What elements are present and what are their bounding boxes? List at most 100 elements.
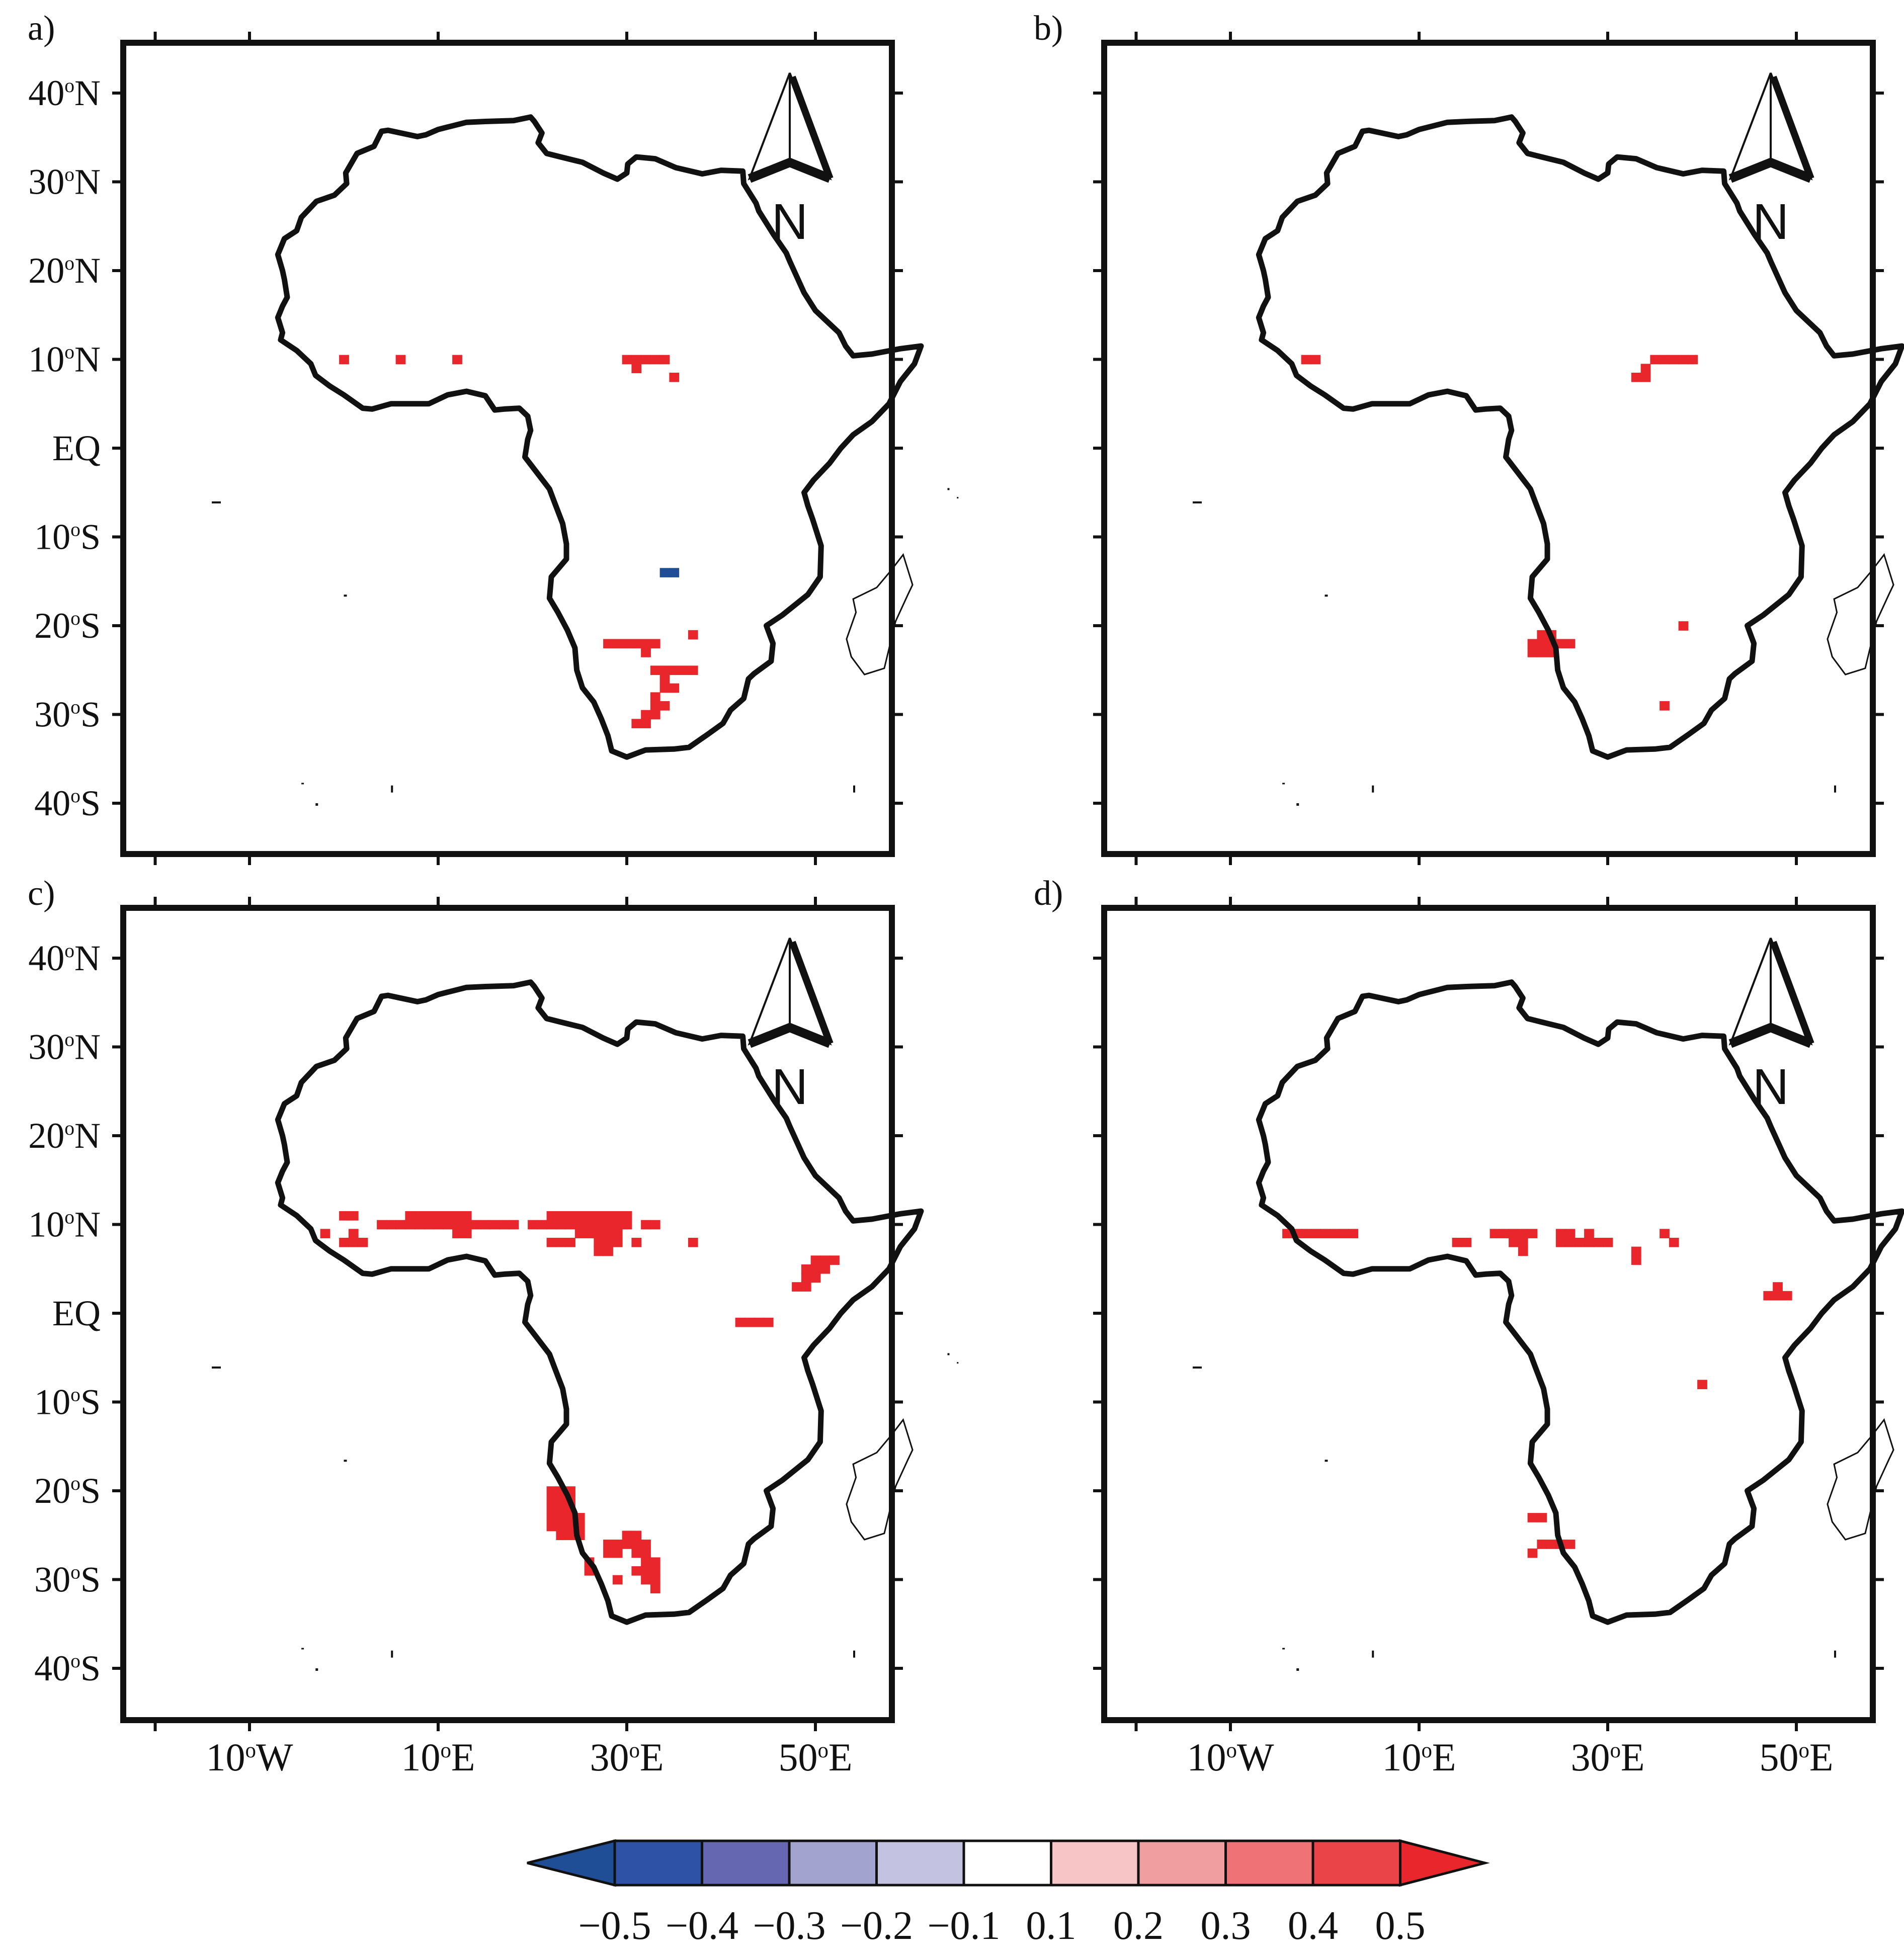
lat-label: 40oS xyxy=(34,783,101,823)
island-speck xyxy=(1324,1460,1328,1462)
significant-positive-cell xyxy=(650,710,660,720)
north-arrow: N xyxy=(748,938,834,1115)
map-panel-a: a) 40oN 30oN 20oN 10oN EQ 10oS 20oS 30oS 40oS N xyxy=(28,9,959,865)
significant-positive-cell xyxy=(461,1229,472,1238)
significant-positive-cell xyxy=(641,710,651,720)
north-arrow-shadow-edge xyxy=(1770,941,1814,1045)
significant-positive-cell xyxy=(320,1229,330,1238)
colorbar-box xyxy=(1224,1839,1314,1887)
significant-positive-cell xyxy=(556,1504,566,1514)
significant-positive-cell xyxy=(443,1220,453,1230)
significant-positive-cell xyxy=(556,1521,566,1532)
colorbar-box xyxy=(1137,1839,1227,1887)
significant-positive-cell xyxy=(1527,1229,1538,1238)
significant-positive-cell xyxy=(603,1548,613,1558)
significant-positive-cell xyxy=(471,1220,481,1230)
colorbar: −0.5 −0.4 −0.3 −0.2 −0.1 0.1 0.2 0.3 0.4 0.5 xyxy=(527,1839,1490,1948)
significant-positive-cell xyxy=(1782,1291,1792,1301)
north-arrow-shadow-edge xyxy=(789,941,834,1045)
significant-positive-cell xyxy=(556,1495,566,1505)
lat-label: 20oN xyxy=(28,1116,101,1156)
significant-positive-cell xyxy=(631,364,642,373)
significant-positive-cell xyxy=(763,1317,774,1327)
colorbar-box xyxy=(875,1839,965,1887)
significant-positive-cell xyxy=(1452,1237,1462,1247)
significant-positive-cell xyxy=(348,1211,359,1221)
colorbar-tick-label: 0.5 xyxy=(1375,1904,1426,1948)
significant-positive-cell xyxy=(1509,1229,1519,1238)
significant-positive-cell xyxy=(339,1237,349,1247)
significant-positive-cell xyxy=(612,639,623,649)
panel-label: a) xyxy=(28,9,55,48)
panel-label: c) xyxy=(28,874,55,913)
significant-positive-cell xyxy=(641,648,651,657)
north-letter: N xyxy=(1753,1059,1789,1115)
island-speck xyxy=(1296,1668,1299,1671)
significant-negative-cell xyxy=(669,568,680,577)
significant-positive-cell xyxy=(612,1220,623,1230)
significant-positive-cell xyxy=(650,1557,660,1567)
significant-positive-cell xyxy=(669,665,680,675)
lat-label: 10oS xyxy=(34,1382,101,1422)
north-letter: N xyxy=(1753,194,1789,250)
significant-positive-cell xyxy=(1565,1237,1576,1247)
significant-positive-cell xyxy=(1640,372,1651,382)
significant-positive-cell xyxy=(546,1513,557,1522)
significant-positive-cell xyxy=(603,1237,613,1247)
island-speck xyxy=(301,783,304,785)
significant-positive-cell xyxy=(631,1566,642,1576)
island-speck xyxy=(947,1353,950,1355)
significant-positive-cell xyxy=(1660,701,1670,711)
colorbar-box xyxy=(788,1839,878,1887)
significant-positive-cell xyxy=(1565,639,1576,649)
significant-positive-cell xyxy=(415,1211,425,1221)
significant-positive-cell xyxy=(801,1273,811,1283)
north-arrow-shadow-edge xyxy=(789,75,834,180)
lat-label: 20oN xyxy=(28,250,101,291)
significant-positive-cell xyxy=(1320,1229,1330,1238)
significant-positive-cell xyxy=(688,1237,698,1247)
significant-positive-cell xyxy=(433,1211,444,1221)
significant-positive-cell xyxy=(1555,639,1566,649)
significant-positive-cell xyxy=(386,1220,396,1230)
map-panel-c: c) 40oN 30oN 20oN 10oN EQ 10oS 20oS 30oS 40oS 10oW… xyxy=(28,874,959,1779)
significant-positive-cell xyxy=(1537,630,1547,640)
colorbar-box xyxy=(701,1839,791,1887)
significant-positive-cell xyxy=(612,1237,623,1247)
significant-positive-cell xyxy=(603,1211,613,1221)
significant-positive-cell xyxy=(650,1220,660,1230)
significant-positive-cell xyxy=(565,1211,575,1221)
significant-positive-cell xyxy=(622,1211,632,1221)
significant-positive-cell xyxy=(574,1220,585,1230)
significant-positive-cell xyxy=(650,355,660,365)
significant-positive-cell xyxy=(1301,355,1311,365)
significant-positive-cell xyxy=(405,1220,416,1230)
significant-positive-cell xyxy=(556,1211,566,1221)
significant-positive-cell xyxy=(641,1548,651,1558)
significant-positive-cell xyxy=(452,1229,462,1238)
significant-positive-cell xyxy=(1546,1540,1556,1549)
significant-positive-cell xyxy=(603,1229,613,1238)
significant-positive-cell xyxy=(1584,1229,1594,1238)
significant-positive-cell xyxy=(1593,1237,1604,1247)
significant-positive-cell xyxy=(1527,639,1538,649)
significant-positive-cell xyxy=(546,1504,557,1514)
island-speck xyxy=(212,501,221,503)
significant-positive-cell xyxy=(1555,1237,1566,1247)
significant-positive-cell xyxy=(631,639,642,649)
significant-positive-cell xyxy=(744,1317,755,1327)
island-speck xyxy=(391,1650,393,1658)
significant-positive-cell xyxy=(1461,1237,1472,1247)
significant-positive-cell xyxy=(650,692,660,702)
significant-positive-cell xyxy=(537,1220,547,1230)
significant-positive-cell xyxy=(1565,1229,1576,1238)
significant-positive-cell xyxy=(1509,1237,1519,1247)
significant-positive-cell xyxy=(594,1237,604,1247)
colorbar-box xyxy=(1311,1839,1401,1887)
map-panel-b: b) N xyxy=(1034,9,1904,865)
lon-label: 50oE xyxy=(1759,1735,1833,1779)
significant-positive-cell xyxy=(612,1211,623,1221)
significant-positive-cell xyxy=(452,355,462,365)
map-panel-d: d) 10oW 10oE 30oE 50oE N xyxy=(1034,874,1904,1779)
